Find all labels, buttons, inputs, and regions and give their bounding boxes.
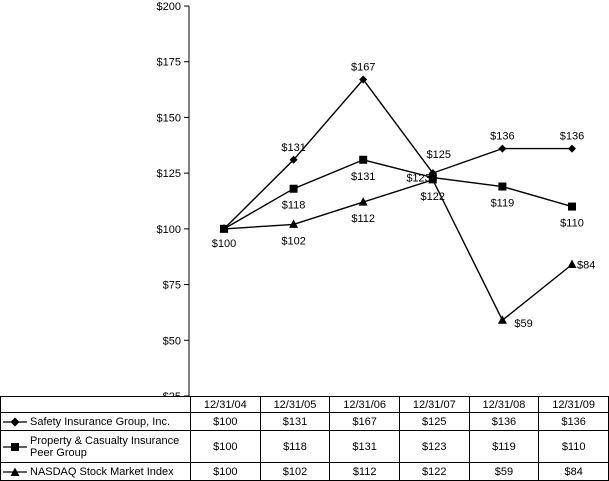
table-header-cell: 12/31/08 xyxy=(468,396,540,413)
triangle-marker xyxy=(289,219,299,228)
triangle-marker xyxy=(219,223,229,233)
y-axis-ticks: $25 $50 $75 $100 $125 $150 $175 $200 xyxy=(157,1,189,396)
table-cell: $123 xyxy=(398,430,470,463)
table-cell: $119 xyxy=(468,430,540,463)
table-cell: $131 xyxy=(329,430,400,463)
y-tick-label: $25 xyxy=(163,391,181,396)
series-line-1 xyxy=(223,78,572,230)
table-header-cell: 12/31/05 xyxy=(259,396,331,413)
square-marker xyxy=(568,202,576,211)
y-tick-label: $75 xyxy=(163,280,181,292)
diamond-marker-icon xyxy=(3,417,27,426)
triangle-marker xyxy=(497,315,507,324)
series-line-2 xyxy=(223,159,573,230)
legend-entry-nasdaq: NASDAQ Stock Market Index xyxy=(0,462,191,481)
table-cell: $100 xyxy=(190,462,261,481)
data-label: $123 xyxy=(406,173,430,185)
legend-label: Safety Insurance Group, Inc. xyxy=(30,415,171,428)
y-tick-label: $200 xyxy=(157,1,181,13)
table-cell: $131 xyxy=(259,412,331,431)
diamond-marker xyxy=(498,144,507,153)
series-lines xyxy=(223,78,573,322)
square-marker xyxy=(498,182,507,191)
data-label: $131 xyxy=(281,142,305,154)
table-header-row: 12/31/04 12/31/05 12/31/06 12/31/07 12/3… xyxy=(0,396,609,413)
legend-entry-safety: Safety Insurance Group, Inc. xyxy=(0,412,191,431)
data-label: $118 xyxy=(282,200,306,212)
table-cell: $112 xyxy=(329,462,400,481)
data-table: 12/31/04 12/31/05 12/31/06 12/31/07 12/3… xyxy=(0,396,609,481)
legend-entry-peer-group: Property & Casualty Insurance Peer Group xyxy=(0,430,191,463)
table-row: Safety Insurance Group, Inc. $100 $131 $… xyxy=(0,412,609,431)
square-marker-icon xyxy=(3,442,27,451)
triangle-marker xyxy=(567,259,577,269)
data-label: $110 xyxy=(560,218,584,230)
data-label: $136 xyxy=(490,131,514,143)
table-cell: $100 xyxy=(190,412,261,431)
y-tick-label: $175 xyxy=(157,57,181,69)
data-label: $59 xyxy=(514,318,532,330)
table-cell: $102 xyxy=(259,462,331,481)
y-tick-label: $125 xyxy=(157,168,181,180)
square-marker xyxy=(289,184,298,193)
table-cell: $84 xyxy=(538,462,609,481)
data-label: $102 xyxy=(281,235,305,247)
data-label: $122 xyxy=(421,191,445,203)
table-corner xyxy=(0,396,191,413)
data-label: $136 xyxy=(560,131,584,143)
diamond-marker xyxy=(359,75,368,84)
table-header-cell: 12/31/04 xyxy=(190,396,261,413)
table-header-cell: 12/31/07 xyxy=(398,396,470,413)
triangle-marker-icon xyxy=(3,467,27,476)
series-line-3 xyxy=(223,178,573,322)
table-cell: $136 xyxy=(468,412,540,431)
data-label: $100 xyxy=(212,238,236,250)
data-label: $167 xyxy=(351,62,375,74)
table-cell: $100 xyxy=(190,430,261,463)
table-row: Property & Casualty Insurance Peer Group… xyxy=(0,430,609,463)
line-chart: $25$50$75$100$125$150$175$200 $131$167$1… xyxy=(157,1,596,396)
diamond-marker xyxy=(289,155,298,164)
series-markers xyxy=(219,75,577,324)
table-cell: $122 xyxy=(398,462,470,481)
table-cell: $59 xyxy=(468,462,540,481)
y-tick-label: $150 xyxy=(157,112,181,124)
diamond-marker xyxy=(568,144,576,153)
y-tick-label: $50 xyxy=(163,335,181,347)
square-marker xyxy=(359,155,368,164)
legend-label: NASDAQ Stock Market Index xyxy=(30,465,174,478)
table-cell: $125 xyxy=(398,412,470,431)
triangle-marker xyxy=(358,197,368,206)
table-cell: $118 xyxy=(259,430,331,463)
table-cell: $136 xyxy=(538,412,609,431)
table-cell: $167 xyxy=(329,412,400,431)
table-row: NASDAQ Stock Market Index $100 $102 $112… xyxy=(0,462,609,481)
data-label: $112 xyxy=(351,213,375,225)
table-header-cell: 12/31/06 xyxy=(329,396,400,413)
table-header-cell: 12/31/09 xyxy=(538,396,609,413)
data-label: $125 xyxy=(427,149,451,161)
table-cell: $110 xyxy=(538,430,609,463)
data-labels: $131 $167 $125 $136 $136 $100 $118 $131 $123 $119… xyxy=(212,62,596,331)
data-label: $119 xyxy=(491,198,515,210)
legend-label: Property & Casualty Insurance Peer Group xyxy=(30,434,180,459)
triangle-marker xyxy=(428,174,438,184)
data-label: $131 xyxy=(351,171,375,183)
data-label: $84 xyxy=(577,260,595,272)
y-tick-label: $100 xyxy=(157,224,181,236)
